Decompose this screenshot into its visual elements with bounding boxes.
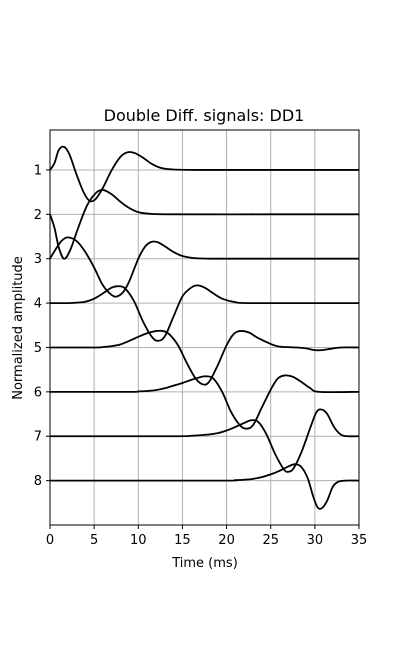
y-tick-label: 3 [34,252,42,267]
x-tick-label: 15 [174,533,191,548]
chart-title: Double Diff. signals: DD1 [104,106,305,125]
x-tick-label: 10 [130,533,147,548]
signal-trace-7 [49,408,360,473]
x-tick-label: 35 [351,533,368,548]
x-axis-label: Time (ms) [171,556,238,571]
x-tick-label: 20 [218,533,235,548]
y-tick-label: 2 [34,208,42,223]
x-tick-label: 30 [307,533,324,548]
y-tick-label: 5 [34,341,42,356]
y-tick-label: 7 [34,430,42,445]
x-tick-label: 5 [90,533,98,548]
x-tick-label: 25 [262,533,279,548]
y-tick-label: 4 [34,297,42,312]
ticks-layer: 0 5 10 15 20 25 30 35 1 2 3 4 5 6 7 8 [34,163,368,548]
signal-trace-5 [49,329,360,386]
signal-trace-4 [49,284,360,342]
signal-trace-3 [49,236,359,298]
signal-trace-2 [49,188,359,260]
signal-trace-6 [49,374,360,430]
grid-layer [49,130,360,525]
plot-frame [49,129,360,526]
x-tick-label: 0 [46,533,54,548]
y-tick-label: 1 [34,163,42,178]
signal-trace-1 [49,145,359,203]
y-tick-label: 8 [34,474,42,489]
y-axis-label: Normalized amplitude [11,256,26,400]
traces-layer [49,145,360,510]
y-tick-label: 6 [34,385,42,400]
signal-trace-8 [49,463,360,510]
